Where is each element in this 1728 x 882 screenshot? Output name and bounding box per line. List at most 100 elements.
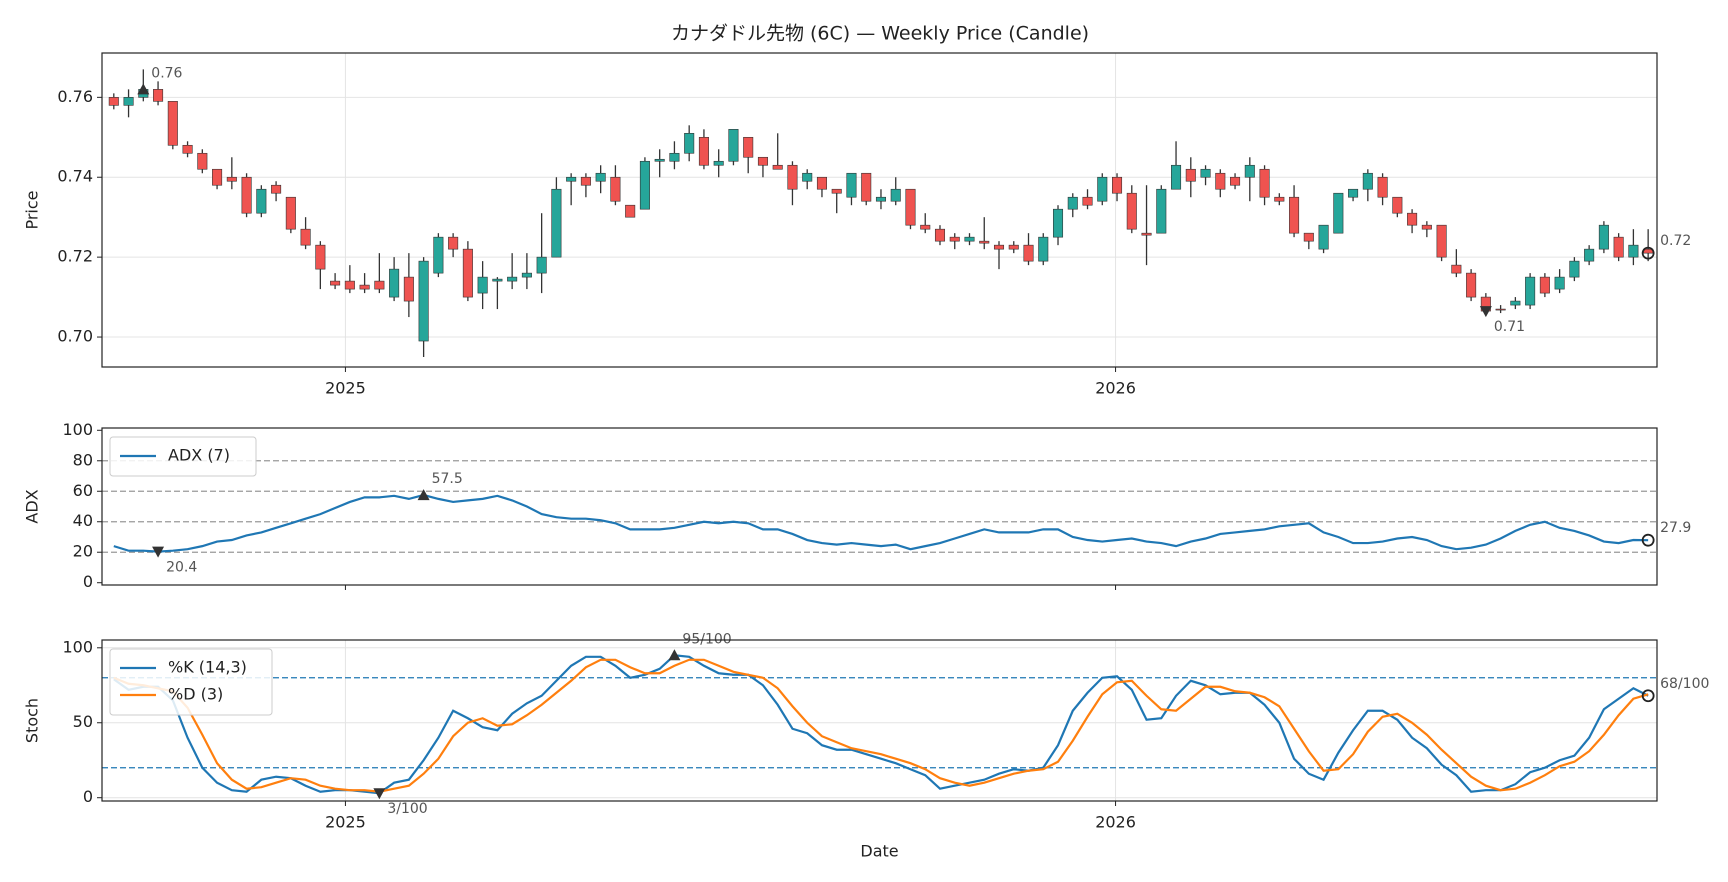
candle-body <box>359 284 370 290</box>
candle-body <box>1112 176 1123 194</box>
candle-body <box>1584 248 1595 262</box>
candle-body <box>787 164 798 190</box>
candle-body <box>890 188 901 202</box>
candle-body <box>433 236 444 274</box>
candle-body <box>1613 236 1624 258</box>
y-tick-label: 0.76 <box>57 87 93 106</box>
candle-body <box>920 224 931 230</box>
candle-body <box>1598 224 1609 250</box>
min-marker <box>152 546 165 558</box>
y-tick-label: 40 <box>73 511 93 530</box>
candle-body <box>905 188 916 226</box>
min-annotation: 0.71 <box>1494 319 1525 335</box>
min-marker <box>373 788 386 800</box>
candle-body <box>1215 172 1226 190</box>
candle-body <box>1333 192 1344 234</box>
candle-body <box>492 278 503 282</box>
candle-body <box>728 129 739 162</box>
last-marker <box>1641 533 1655 547</box>
last-annotation: 68/100 <box>1660 676 1709 692</box>
candle-body <box>684 132 695 154</box>
candle-body <box>1318 224 1329 250</box>
y-tick-label: 80 <box>73 450 93 469</box>
candle-body <box>374 280 385 290</box>
candle-body <box>330 280 341 286</box>
candle-body <box>1082 196 1093 206</box>
candle-body <box>226 176 237 182</box>
candle-body <box>1392 196 1403 214</box>
y-tick-label: 0.72 <box>57 247 93 266</box>
plot-frame <box>101 427 1658 586</box>
series-line <box>113 658 1649 793</box>
legend-label: %K (14,3) <box>168 658 247 677</box>
min-annotation: 3/100 <box>387 801 427 817</box>
candle-body <box>846 172 857 198</box>
candle-body <box>934 228 946 242</box>
candle-body <box>639 160 650 210</box>
candle-body <box>625 204 636 218</box>
legend-label: %D (3) <box>168 685 223 704</box>
legend-box <box>109 648 273 716</box>
candle-body <box>743 136 754 158</box>
candle-body <box>315 244 326 270</box>
candle-body <box>713 160 724 166</box>
candle-body <box>448 236 459 250</box>
candle-body <box>1525 276 1536 306</box>
y-tick-label: 0 <box>83 572 93 591</box>
candle-body <box>566 176 577 182</box>
candle-body <box>802 172 813 182</box>
y-tick-label: 0 <box>83 787 93 806</box>
candle-body <box>1628 244 1639 258</box>
x-tick-label: 2025 <box>325 379 366 398</box>
candle-body <box>1097 176 1108 202</box>
candle-body <box>1259 168 1270 198</box>
candle-body <box>979 240 990 244</box>
chart-title: カナダドル先物 (6C) — Weekly Price (Candle) <box>671 23 1089 45</box>
candle-body <box>1569 260 1580 278</box>
candle-body <box>1052 208 1064 238</box>
candle-body <box>1274 196 1285 202</box>
legend-label: ADX (7) <box>168 446 230 465</box>
candle-body <box>197 152 208 170</box>
candle-body <box>1451 264 1462 274</box>
max-marker <box>417 489 430 501</box>
x-tick-label: 2025 <box>325 813 366 832</box>
last-annotation: 0.72 <box>1660 233 1691 249</box>
candle-body <box>816 176 827 190</box>
max-marker <box>668 649 681 661</box>
candle-body <box>300 228 311 246</box>
candle-body <box>1510 300 1521 306</box>
candle-body <box>344 280 355 290</box>
candle-body <box>698 136 709 166</box>
candle-body <box>1466 272 1477 298</box>
candle-body <box>964 236 975 242</box>
candle-body <box>507 276 518 282</box>
candle-body <box>1067 196 1078 210</box>
candle-body <box>123 97 134 106</box>
candle-body <box>1171 164 1182 190</box>
candle-body <box>1141 232 1152 236</box>
candle-body <box>1348 188 1359 198</box>
y-axis-label: Stoch <box>23 698 42 743</box>
candle-body <box>1185 168 1196 182</box>
candle-body <box>1023 244 1034 262</box>
y-tick-label: 0.70 <box>57 327 93 346</box>
candle-body <box>654 158 665 162</box>
last-marker <box>1641 689 1655 703</box>
candle-body <box>669 152 680 162</box>
candle-body <box>389 268 400 298</box>
candle-body <box>1539 276 1550 294</box>
candle-body <box>167 101 178 146</box>
candle-body <box>1362 172 1373 190</box>
y-tick-label: 50 <box>73 712 93 731</box>
y-tick-label: 20 <box>73 542 93 561</box>
candle-body <box>551 188 562 258</box>
candle-body <box>1421 224 1432 230</box>
candle-body <box>610 176 621 202</box>
y-tick-label: 0.74 <box>57 167 93 186</box>
series-line <box>113 654 1649 795</box>
candle-body <box>1303 232 1314 242</box>
max-annotation: 95/100 <box>682 631 731 647</box>
